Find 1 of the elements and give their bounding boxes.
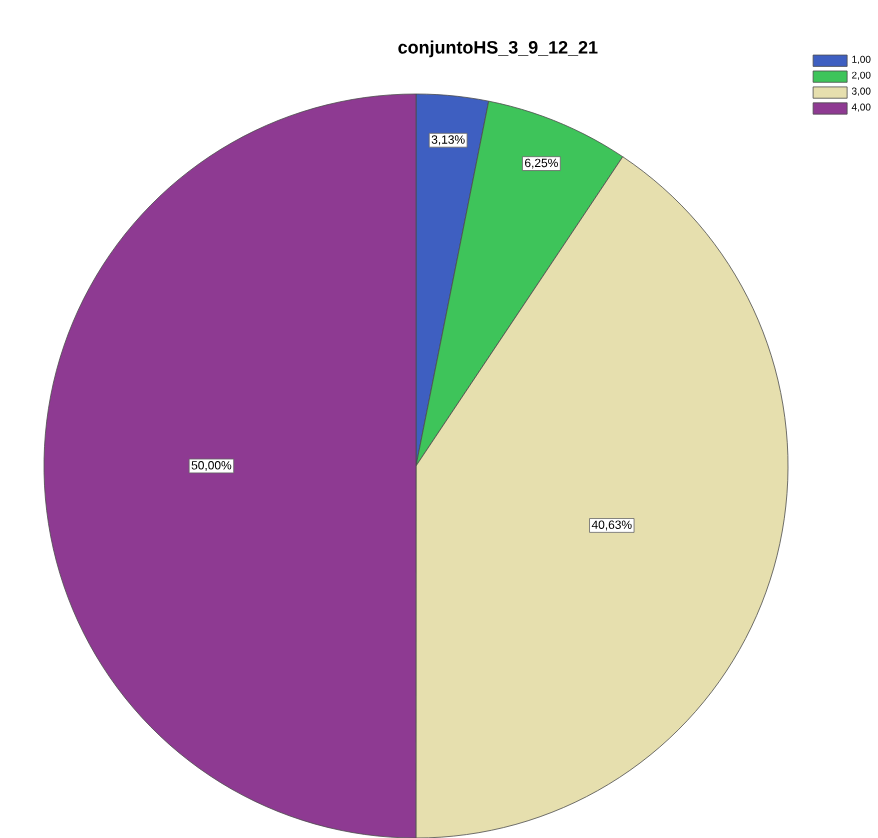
chart-title: conjuntoHS_3_9_12_21 <box>398 40 598 58</box>
